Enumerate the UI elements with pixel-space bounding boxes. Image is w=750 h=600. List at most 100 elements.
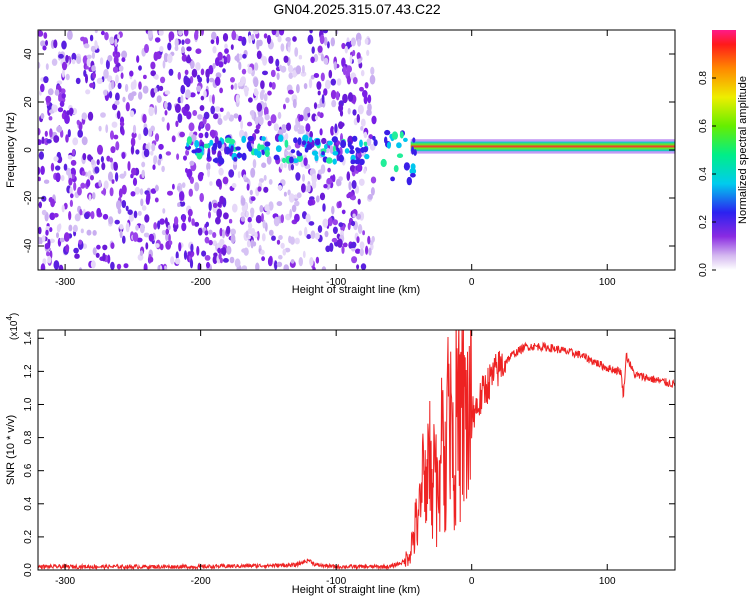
noise-cell (117, 34, 120, 40)
noise-cell (133, 210, 138, 219)
signal-blob (403, 137, 408, 142)
noise-cell (96, 207, 102, 217)
noise-cell (197, 172, 204, 182)
noise-cell (53, 156, 59, 162)
noise-cell (235, 94, 240, 104)
noise-cell (255, 262, 260, 270)
noise-cell (185, 56, 192, 64)
noise-cell (70, 159, 77, 166)
noise-cell (42, 258, 47, 265)
signal-blob (236, 152, 243, 158)
noise-cell (338, 200, 342, 208)
noise-cell (352, 213, 356, 218)
noise-cell (154, 197, 159, 203)
noise-cell (38, 127, 41, 136)
noise-cell (135, 224, 139, 231)
noise-cell (322, 218, 329, 228)
noise-cell (205, 68, 210, 79)
noise-cell (119, 230, 123, 239)
noise-cell (366, 138, 372, 147)
signal-blob (409, 168, 417, 175)
noise-cell (71, 173, 75, 180)
noise-cell (108, 171, 113, 182)
noise-cell (264, 204, 270, 212)
noise-cell (241, 68, 247, 75)
signal-blob (248, 145, 253, 152)
noise-cell (186, 111, 192, 120)
noise-cell (228, 169, 235, 178)
signal-blob (359, 158, 365, 166)
noise-cell (129, 70, 134, 77)
noise-cell (145, 242, 149, 250)
noise-cell (49, 227, 53, 233)
signal-blob (256, 150, 262, 159)
noise-cell (132, 79, 137, 90)
noise-cell (92, 72, 96, 79)
noise-cell (253, 89, 259, 97)
heatmap-y-axis: -40 -20 0 20 40 (23, 48, 675, 253)
noise-cell (38, 226, 42, 235)
noise-cell (337, 238, 343, 248)
noise-cell (329, 242, 334, 252)
noise-cell (356, 236, 360, 244)
noise-cell (213, 252, 218, 257)
colorbar: 0.0 0.2 0.4 0.6 0.8 Normalized spectral ampl… (698, 30, 749, 277)
noise-cell (179, 200, 186, 207)
signal-blob (364, 153, 370, 160)
noise-cell (87, 111, 94, 121)
colorbar-gradient (712, 30, 736, 270)
noise-cell (42, 45, 47, 51)
signal-blob (209, 139, 214, 146)
noise-cell (59, 237, 65, 243)
noise-cell (316, 173, 321, 180)
noise-cell (72, 137, 79, 146)
noise-cell (230, 233, 236, 244)
noise-cell (294, 47, 299, 57)
noise-cell (292, 70, 297, 78)
y-tick-label: 0 (23, 147, 34, 153)
signal-blob (290, 149, 296, 154)
noise-cell (263, 106, 269, 117)
noise-cell (92, 192, 96, 200)
noise-cell (280, 43, 285, 52)
noise-cell (90, 175, 94, 181)
noise-cell (157, 220, 161, 230)
noise-cell (199, 192, 204, 203)
noise-cell (102, 244, 108, 251)
noise-cell (230, 228, 237, 236)
noise-cell (69, 199, 73, 207)
signal-blob (289, 156, 294, 164)
noise-cell (289, 236, 295, 245)
noise-cell (209, 181, 213, 186)
noise-cell (271, 30, 277, 36)
signal-blob (292, 158, 299, 164)
noise-cell (44, 130, 48, 137)
noise-cell (150, 61, 156, 70)
signal-blob (412, 137, 416, 143)
noise-cell (81, 112, 88, 120)
noise-cell (143, 232, 150, 238)
noise-cell (61, 93, 66, 99)
noise-cell (357, 224, 363, 234)
noise-cell (181, 222, 187, 232)
noise-cell (92, 230, 97, 236)
noise-cell (308, 221, 315, 226)
noise-cell (311, 173, 318, 184)
signal-blob (293, 137, 298, 144)
noise-cell (256, 39, 260, 50)
noise-cell (40, 40, 46, 47)
signal-blob (194, 140, 200, 148)
signal-blob (186, 136, 192, 145)
noise-cell (167, 224, 171, 231)
noise-cell (359, 248, 364, 257)
signal-blob (396, 142, 402, 149)
noise-cell (55, 172, 61, 183)
noise-cell (205, 221, 209, 227)
noise-cell (139, 188, 144, 196)
noise-cell (288, 72, 294, 79)
noise-cell (368, 247, 372, 256)
noise-cell (250, 228, 256, 235)
noise-cell (309, 257, 314, 267)
noise-cell (185, 149, 190, 156)
noise-cell (226, 111, 231, 119)
